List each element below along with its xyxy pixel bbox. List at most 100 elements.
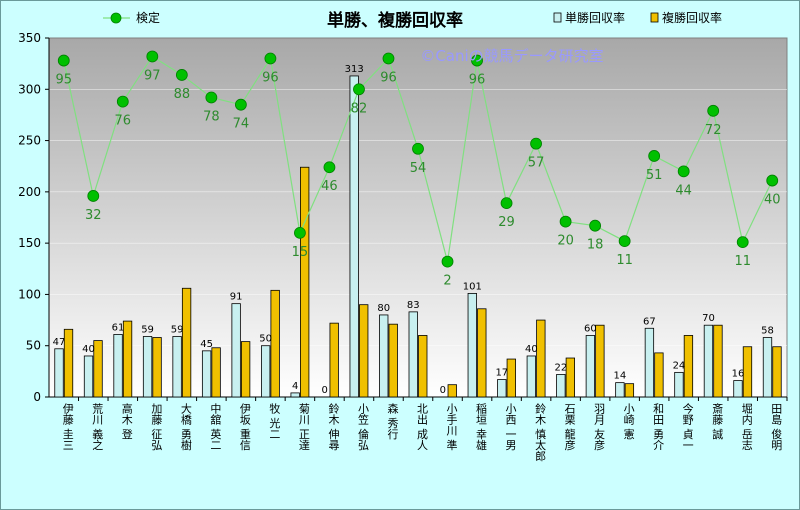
- legend-win-swatch: [553, 12, 562, 23]
- bar-win-19: [615, 382, 625, 398]
- line-point-7: [264, 52, 277, 65]
- line-label-12: 54: [410, 161, 427, 176]
- bar-win-10: [349, 75, 359, 398]
- category-label-23: 堀内 岳志: [740, 403, 753, 451]
- category-label-10: 小笠 倫弘: [356, 403, 369, 451]
- bar-win-16: [526, 355, 536, 398]
- line-point-12: [412, 142, 424, 155]
- category-label-7: 牧 光二: [268, 402, 281, 440]
- chart-title: 単勝、複勝回収率: [327, 10, 463, 31]
- line-point-8: [294, 226, 306, 239]
- category-label-22: 斎藤 誠: [711, 402, 724, 440]
- legend-line-marker: [110, 12, 122, 24]
- bar-win-label-19: 14: [614, 371, 627, 382]
- line-label-22: 72: [705, 123, 722, 138]
- line-point-6: [234, 98, 247, 111]
- bar-win-label-11: 80: [377, 303, 390, 314]
- bar-win-1: [83, 355, 94, 398]
- line-label-10: 82: [351, 101, 368, 116]
- category-label-17: 石栗 龍彦: [563, 403, 576, 451]
- bar-place-8: [300, 166, 310, 398]
- line-label-15: 29: [498, 215, 515, 230]
- bar-place-5: [211, 347, 221, 398]
- line-label-17: 20: [557, 234, 574, 249]
- bar-win-4: [172, 336, 182, 398]
- y-tick-label: 0: [33, 390, 41, 404]
- line-point-2: [116, 95, 129, 108]
- y-tick-label: 100: [18, 287, 41, 301]
- legend-win-label: 単勝回収率: [565, 10, 625, 25]
- line-label-19: 11: [616, 253, 633, 268]
- bar-place-13: [447, 384, 457, 398]
- bar-win-label-9: 0: [322, 385, 328, 396]
- line-label-23: 11: [734, 254, 751, 269]
- category-label-16: 鈴木 慎太郎: [534, 402, 547, 462]
- line-label-14: 96: [469, 73, 486, 88]
- line-point-0: [57, 54, 70, 67]
- bar-win-17: [556, 374, 566, 398]
- line-label-5: 78: [203, 109, 220, 124]
- bar-win-24: [762, 337, 773, 398]
- line-point-16: [530, 137, 542, 150]
- category-label-20: 和田 勇介: [652, 403, 665, 451]
- bar-win-20: [644, 327, 655, 398]
- category-label-18: 羽月 友彦: [593, 403, 606, 451]
- category-label-13: 小手川 準: [445, 403, 458, 451]
- plot-area: [48, 37, 788, 398]
- category-label-12: 北出 成人: [416, 403, 429, 451]
- bar-win-18: [585, 335, 596, 398]
- bar-place-10: [359, 304, 369, 398]
- bar-win-label-7: 50: [259, 334, 272, 345]
- watermark: ©Caniの競馬データ研究室: [420, 47, 603, 65]
- category-label-9: 鈴木 伸尋: [327, 402, 340, 451]
- line-point-18: [589, 219, 602, 232]
- bar-win-label-16: 40: [525, 344, 538, 355]
- category-label-3: 加藤 征弘: [150, 403, 163, 451]
- category-label-19: 小崎 憲: [622, 403, 635, 440]
- bar-win-label-22: 70: [702, 313, 715, 324]
- bar-win-label-21: 24: [673, 360, 686, 371]
- legend-line-label: 検定: [136, 10, 160, 25]
- bar-win-label-20: 67: [643, 316, 656, 327]
- bar-win-5: [201, 350, 212, 398]
- line-point-14: [471, 54, 483, 67]
- line-label-8: 15: [292, 245, 309, 260]
- y-tick-label: 50: [26, 339, 41, 353]
- category-label-24: 田島 俊明: [770, 403, 783, 451]
- line-point-10: [353, 83, 365, 96]
- line-point-15: [500, 197, 513, 210]
- line-label-3: 97: [144, 68, 161, 83]
- bar-place-16: [536, 319, 546, 398]
- bar-win-label-1: 40: [82, 344, 95, 355]
- category-label-14: 稲垣 幸雄: [475, 403, 488, 451]
- bar-place-14: [477, 308, 487, 398]
- line-point-4: [175, 69, 188, 81]
- category-label-2: 高木 登: [120, 402, 133, 440]
- line-label-6: 74: [233, 117, 250, 132]
- line-label-11: 96: [380, 71, 397, 86]
- category-label-5: 中舘 英二: [209, 403, 222, 451]
- bar-place-1: [93, 340, 103, 398]
- bar-win-23: [733, 380, 743, 398]
- line-point-24: [766, 174, 779, 187]
- bar-win-label-8: 4: [292, 381, 298, 392]
- bar-win-label-5: 45: [200, 339, 213, 350]
- line-point-19: [618, 235, 631, 247]
- category-label-4: 大橋 勇樹: [179, 402, 192, 451]
- legend-place-label: 複勝回収率: [662, 10, 722, 25]
- bar-win-label-4: 59: [171, 324, 184, 335]
- bar-win-22: [703, 324, 714, 398]
- line-point-11: [382, 52, 395, 65]
- line-point-20: [648, 150, 661, 162]
- line-label-21: 44: [675, 183, 692, 198]
- bar-place-4: [181, 287, 192, 398]
- line-label-20: 51: [646, 168, 663, 183]
- bar-place-15: [506, 358, 516, 398]
- line-label-4: 88: [174, 87, 191, 102]
- bar-win-label-15: 17: [495, 368, 508, 379]
- bar-win-7: [260, 345, 271, 398]
- bar-place-20: [654, 352, 664, 398]
- bar-win-label-12: 83: [407, 300, 420, 311]
- line-label-24: 40: [764, 193, 781, 208]
